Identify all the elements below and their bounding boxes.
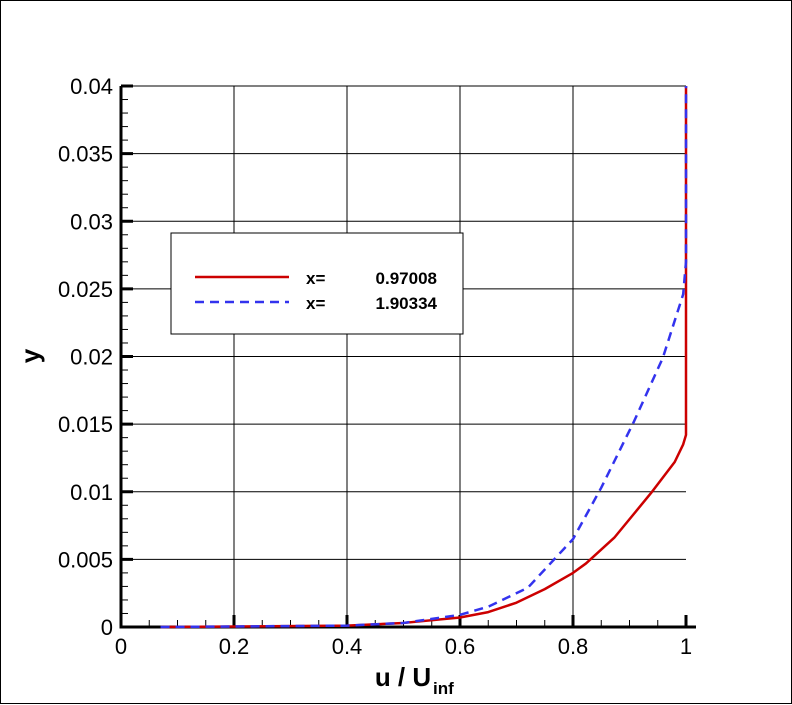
legend: x= 0.97008 x= 1.90334 <box>170 232 464 335</box>
x-tick-label: 0 <box>115 634 127 659</box>
y-tick-label: 0.025 <box>58 277 113 302</box>
y-axis-label: y <box>15 348 45 363</box>
y-tick-label: 0 <box>101 615 113 640</box>
x-tick-label: 0.8 <box>558 634 589 659</box>
y-tick-label: 0.035 <box>58 142 113 167</box>
x-axis-label: u / U <box>375 662 431 692</box>
y-tick-label: 0.02 <box>70 345 113 370</box>
y-tick-label: 0.015 <box>58 412 113 437</box>
x-tick-label: 1 <box>680 634 692 659</box>
legend-label-value: 0.97008 <box>376 269 437 288</box>
y-tick-label: 0.01 <box>70 480 113 505</box>
x-axis-label-subscript: inf <box>433 679 454 698</box>
x-tick-label: 0.6 <box>445 634 476 659</box>
legend-label-prefix: x= <box>306 269 325 288</box>
y-tick-label: 0.005 <box>58 547 113 572</box>
legend-label-value: 1.90334 <box>376 294 438 313</box>
y-tick-label: 0.03 <box>70 209 113 234</box>
legend-label-prefix: x= <box>306 294 325 313</box>
x-tick-label: 0.2 <box>219 634 250 659</box>
legend-box <box>170 232 464 335</box>
series-line-2 <box>160 86 688 629</box>
x-tick-label: 0.4 <box>332 634 363 659</box>
y-tick-label: 0.04 <box>70 74 113 99</box>
